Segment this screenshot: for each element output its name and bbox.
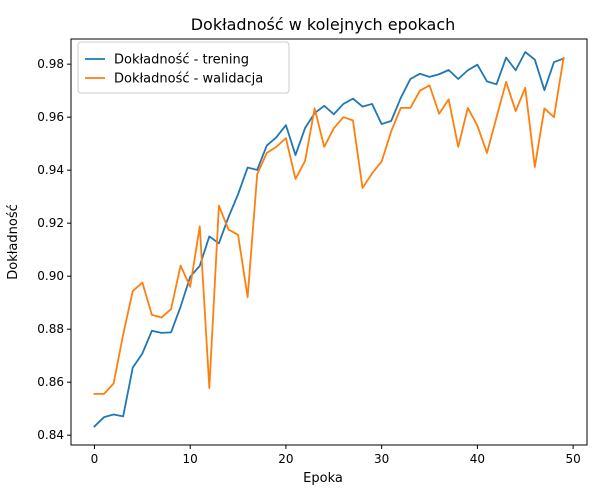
y-tick-label: 0.88 (37, 322, 64, 336)
y-axis-label: Dokładność (6, 204, 21, 280)
y-tick-label: 0.92 (37, 216, 64, 230)
y-tick-label: 0.94 (37, 163, 64, 177)
y-tick-label: 0.84 (37, 428, 64, 442)
legend-box (77, 41, 290, 94)
x-tick-label: 0 (91, 452, 99, 466)
x-tick-label: 40 (470, 452, 485, 466)
x-tick-label: 20 (278, 452, 293, 466)
y-tick-label: 0.96 (37, 110, 64, 124)
legend-label-walidacja: Dokładność - walidacja (114, 72, 263, 87)
series-lines (93, 51, 565, 428)
y-axis: 0.84 0.86 0.88 0.90 0.92 0.94 0.96 0.98 (37, 57, 71, 442)
series-line-1 (93, 56, 565, 395)
series-line-0 (93, 51, 565, 428)
x-tick-label: 10 (183, 452, 198, 466)
x-tick-label: 50 (565, 452, 580, 466)
legend-label-trening: Dokładność - trening (114, 53, 249, 68)
y-tick-label: 0.86 (37, 375, 64, 389)
y-tick-label: 0.90 (37, 269, 64, 283)
chart-title: Dokładność w kolejnych epokach (191, 15, 456, 34)
x-axis-label: Epoka (303, 471, 343, 486)
x-tick-label: 30 (374, 452, 389, 466)
y-tick-label: 0.98 (37, 57, 64, 71)
legend: Dokładność - trening Dokładność - walida… (77, 41, 290, 94)
plot-area (70, 38, 588, 446)
x-axis: 0 10 20 30 40 50 (91, 445, 581, 466)
